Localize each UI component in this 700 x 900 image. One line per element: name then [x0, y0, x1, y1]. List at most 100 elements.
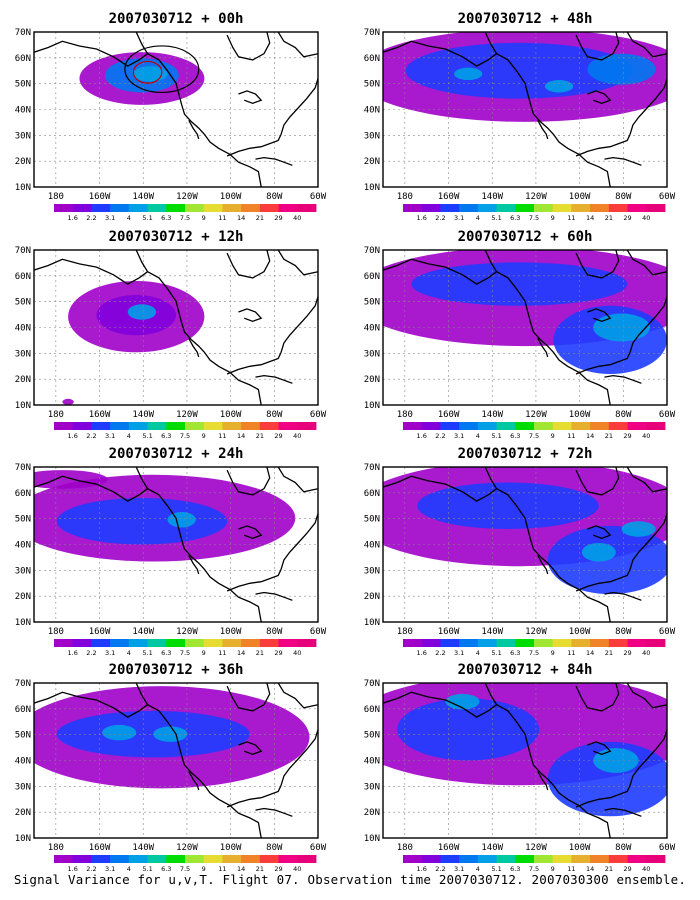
lat-label: 30N: [364, 566, 380, 576]
lon-label: 160W: [89, 410, 111, 420]
legend-swatch: [241, 422, 261, 430]
legend-label: 11: [567, 649, 575, 657]
variance-shading: [34, 686, 310, 789]
legend-swatch: [440, 639, 460, 647]
lon-label: 160W: [438, 410, 460, 420]
legend-label: 14: [237, 649, 245, 657]
lon-label: 160W: [438, 627, 460, 637]
legend-label: 14: [586, 649, 594, 657]
legend-swatch: [147, 204, 167, 212]
legend-swatch: [477, 422, 497, 430]
legend-label: 4: [127, 649, 131, 657]
legend-swatch: [91, 204, 111, 212]
legend-label: 14: [237, 432, 245, 440]
variance-shading: [383, 32, 667, 122]
observation-circle: [124, 45, 200, 94]
legend-label: 5.1: [142, 865, 152, 873]
legend-label: 4: [476, 865, 480, 873]
color-legend: 1.6 2.2 3.1 4 5.1 6.3 7.5 9 11 14 21 29 40: [403, 855, 666, 873]
lon-label: 160W: [89, 627, 111, 637]
legend-label: 9: [202, 649, 206, 657]
legend-swatch: [571, 639, 591, 647]
legend-label: 5.1: [491, 865, 501, 873]
legend-swatch: [54, 639, 74, 647]
legend-swatch: [403, 204, 423, 212]
lat-label: 60N: [364, 272, 380, 282]
lat-label: 50N: [364, 298, 380, 308]
map-panel: 2007030712 + 24h 10N 20N 30N 40N 50N 60N 70N 180…: [15, 446, 327, 657]
legend-label: 40: [293, 865, 301, 873]
lat-label: 60N: [364, 54, 380, 64]
legend-swatch: [403, 855, 423, 863]
legend-swatch: [203, 204, 223, 212]
lon-label: 100W: [569, 627, 591, 637]
legend-label: 7.5: [180, 432, 190, 440]
legend-swatch: [552, 422, 572, 430]
legend-swatch: [128, 204, 148, 212]
legend-swatch: [590, 422, 610, 430]
legend-swatch: [459, 204, 479, 212]
legend-label: 11: [218, 865, 226, 873]
legend-swatch: [608, 204, 628, 212]
lat-label: 40N: [364, 324, 380, 334]
map-frame: [382, 466, 668, 623]
legend-label: 2.2: [86, 214, 96, 222]
legend-label: 5.1: [142, 214, 152, 222]
color-legend: 1.6 2.2 3.1 4 5.1 6.3 7.5 9 11 14 21 29 40: [54, 422, 317, 440]
legend-swatch: [459, 855, 479, 863]
legend-swatch: [222, 855, 242, 863]
legend-label: 6.3: [161, 649, 171, 657]
lat-label: 20N: [15, 375, 31, 385]
lon-label: 80W: [615, 627, 632, 637]
legend-swatch: [110, 639, 130, 647]
lon-label: 140W: [481, 410, 503, 420]
legend-swatch: [54, 855, 74, 863]
lon-label: 60W: [310, 410, 327, 420]
legend-swatch: [571, 204, 591, 212]
lon-label: 160W: [438, 192, 460, 202]
legend-label: 3.1: [105, 214, 115, 222]
legend-swatch: [496, 422, 516, 430]
legend-swatch: [440, 855, 460, 863]
color-legend: 1.6 2.2 3.1 4 5.1 6.3 7.5 9 11 14 21 29 40: [54, 204, 317, 222]
map-panel: 2007030712 + 48h 10N 20N 30N 40N 50N 60N 70N 180…: [364, 11, 676, 222]
legend-swatch: [147, 639, 167, 647]
lat-label: 60N: [15, 705, 31, 715]
lon-label: 120W: [525, 627, 547, 637]
legend-swatch: [646, 639, 666, 647]
grid-lines: [34, 32, 319, 187]
lon-label: 100W: [220, 410, 242, 420]
variance-shading: [79, 52, 205, 105]
map-panel: 2007030712 + 36h 10N 20N 30N 40N 50N 60N 70N 180…: [15, 662, 327, 873]
legend-label: 6.3: [161, 214, 171, 222]
lat-label: 10N: [364, 618, 380, 628]
legend-label: 4: [476, 214, 480, 222]
legend-swatch: [278, 855, 298, 863]
legend-label: 9: [202, 432, 206, 440]
panel-title: 2007030712 + 36h: [109, 662, 244, 678]
panel-title: 2007030712 + 00h: [109, 11, 244, 27]
lon-label: 60W: [659, 410, 676, 420]
legend-swatch: [278, 204, 298, 212]
legend-swatch: [552, 855, 572, 863]
legend-swatch: [72, 855, 92, 863]
lon-label: 60W: [310, 627, 327, 637]
legend-swatch: [222, 204, 242, 212]
lat-label: 40N: [364, 541, 380, 551]
legend-label: 11: [218, 432, 226, 440]
lon-label: 80W: [266, 192, 283, 202]
legend-swatch: [297, 422, 317, 430]
lon-label: 180: [397, 192, 413, 202]
legend-label: 5.1: [491, 649, 501, 657]
panel-title: 2007030712 + 48h: [458, 11, 593, 27]
legend-label: 3.1: [454, 432, 464, 440]
lon-label: 60W: [310, 192, 327, 202]
legend-swatch: [571, 422, 591, 430]
lat-label: 30N: [364, 131, 380, 141]
legend-label: 21: [605, 214, 613, 222]
legend-label: 29: [274, 649, 282, 657]
lon-label: 180: [48, 192, 64, 202]
legend-label: 21: [605, 649, 613, 657]
legend-swatch: [278, 639, 298, 647]
